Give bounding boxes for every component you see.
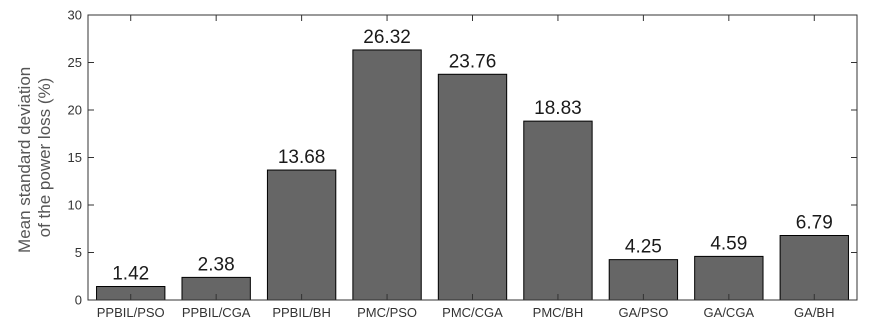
x-tick-label: PPBIL/BH bbox=[272, 305, 331, 320]
y-ticks-group: 0 5 10 15 20 25 30 bbox=[68, 8, 857, 308]
y-axis-title-line-1: Mean standard deviation bbox=[15, 67, 34, 253]
x-tick-label: PMC/BH bbox=[533, 305, 584, 320]
data-label: 13.68 bbox=[278, 147, 326, 168]
bar-ga-bh bbox=[779, 235, 849, 301]
y-axis-title: Mean standard deviation of the power los… bbox=[15, 62, 54, 253]
data-label: 23.76 bbox=[449, 51, 497, 72]
y-tick-label: 0 bbox=[75, 293, 82, 308]
data-label: 2.38 bbox=[198, 254, 235, 275]
y-tick-label: 5 bbox=[75, 245, 82, 260]
data-label: 4.59 bbox=[710, 233, 747, 254]
x-tick-label: PMC/CGA bbox=[442, 305, 503, 320]
x-tick-label: GA/CGA bbox=[704, 305, 755, 320]
data-label: 1.42 bbox=[112, 264, 149, 285]
y-tick-label: 30 bbox=[68, 8, 82, 23]
data-label: 4.25 bbox=[625, 237, 662, 258]
data-label: 26.32 bbox=[363, 27, 411, 48]
x-tick-label: GA/BH bbox=[794, 305, 834, 320]
bar-ga-pso bbox=[608, 259, 679, 301]
bar-ppbil-bh bbox=[266, 169, 337, 301]
bar-pmc-bh bbox=[523, 120, 593, 301]
x-tick-label: PPBIL/PSO bbox=[97, 305, 165, 320]
bar-pmc-pso bbox=[352, 49, 422, 301]
data-labels-group: 1.42 2.38 13.68 26.32 23.76 18.83 4.25 4.59 6.79 bbox=[112, 27, 833, 285]
data-label: 6.79 bbox=[796, 213, 833, 234]
bars-group bbox=[96, 49, 849, 301]
y-tick-label: 15 bbox=[68, 150, 82, 165]
bar-pmc-cga bbox=[437, 73, 508, 301]
y-tick-label: 10 bbox=[68, 198, 82, 213]
x-tick-label: PMC/PSO bbox=[357, 305, 417, 320]
data-label: 18.83 bbox=[534, 98, 582, 119]
bar-ga-cga bbox=[694, 255, 764, 301]
y-axis-title-line-2: of the power loss (%) bbox=[35, 78, 54, 238]
x-tick-label: GA/PSO bbox=[618, 305, 668, 320]
x-tick-label: PPBIL/CGA bbox=[182, 305, 251, 320]
y-tick-label: 20 bbox=[68, 103, 82, 118]
y-tick-label: 25 bbox=[68, 55, 82, 70]
x-ticks-group: PPBIL/PSO PPBIL/CGA PPBIL/BH PMC/PSO PMC/CGA… bbox=[97, 15, 835, 320]
